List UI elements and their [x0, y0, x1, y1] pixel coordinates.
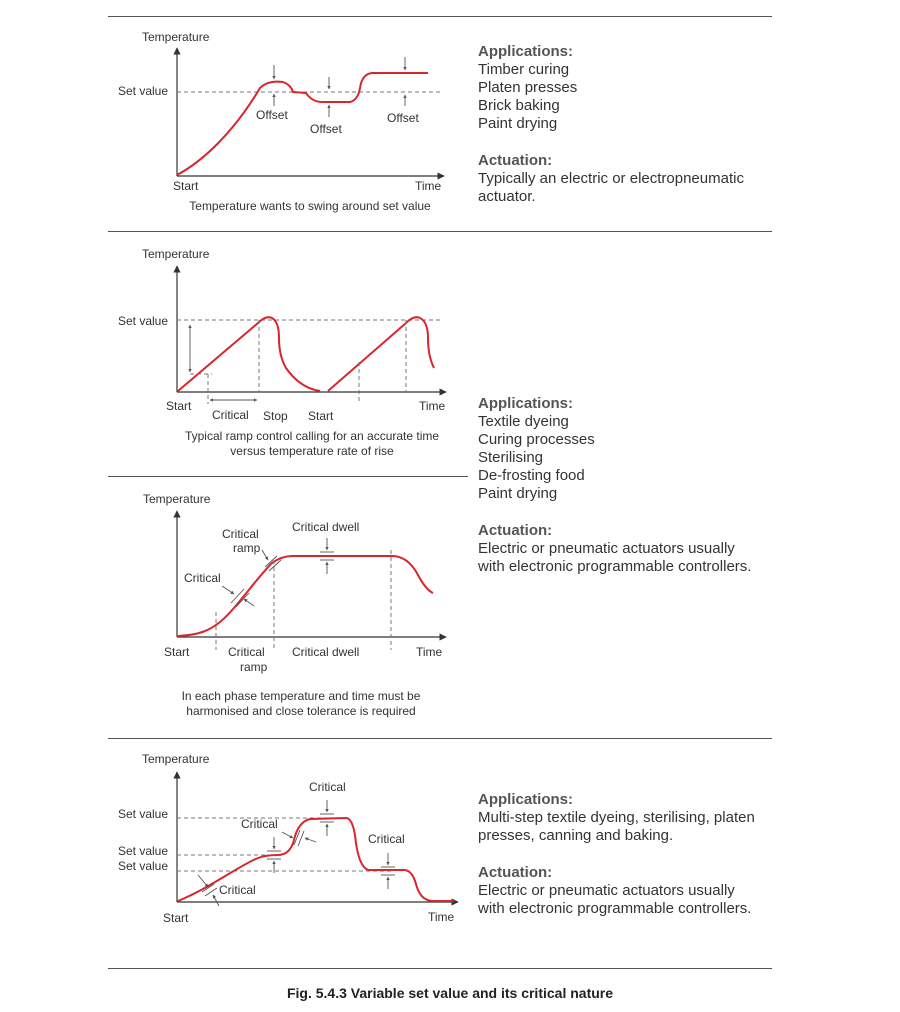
panel-2-start2-label: Start — [308, 409, 334, 423]
panel-1-actuation-line: Typically an electric or electropneumati… — [478, 170, 744, 187]
panel-1-sidebar: Applications: Timber curing Platen press… — [478, 43, 744, 206]
panel-2-set-value-label: Set value — [118, 314, 168, 328]
panel-1-set-value-label: Set value — [118, 84, 168, 98]
panel-3-ramp-tolerance-line-2 — [268, 559, 282, 572]
panel-4-critical-arrow-2-in — [281, 831, 294, 839]
panel-2-x-start-label: Start — [166, 399, 192, 413]
panel-3-caption-line-2: harmonised and close tolerance is requir… — [186, 704, 415, 718]
panel-1-temperature-curve — [176, 72, 428, 176]
panel-4-sidebar: Applications: Multi-step textile dyeing,… — [478, 791, 755, 918]
panel-3-critical-ramp-top-line-1: Critical — [222, 527, 259, 541]
panel-4-set-value-label-1: Set value — [118, 807, 168, 821]
panel-3-ramp-arrow — [261, 549, 269, 561]
panel-1-actuation-line: actuator. — [478, 188, 536, 205]
panel-3-critical-arrow-out — [243, 598, 255, 607]
panel-1-application-item: Brick baking — [478, 97, 560, 114]
panel-4-set-value-label-2: Set value — [118, 844, 168, 858]
panel-3-critical-arrow-in — [221, 585, 235, 595]
panel-4-critical-label-bottom: Critical — [219, 883, 256, 897]
panel-3-critical-ramp-bottom-line-2: ramp — [240, 660, 268, 674]
panel-4-tolerance-line-1 — [201, 883, 215, 893]
panel-3-tolerance-line-1 — [230, 588, 245, 604]
panel-4-actuation-line: with electronic programmable controllers… — [478, 900, 752, 917]
panel-1-actuation-heading: Actuation: — [478, 152, 553, 169]
panel-2-chart: Temperature Set value Start Critical Sto… — [118, 247, 447, 458]
panel-3-chart: Temperature Critical dwell Critical ramp… — [143, 492, 447, 718]
panel-1-y-axis-label: Temperature — [142, 30, 210, 44]
divider-bottom — [108, 968, 772, 969]
panel-2-caption-line-1: Typical ramp control calling for an accu… — [185, 429, 439, 443]
panel-4-critical-label-top: Critical — [309, 780, 346, 794]
panel-4-temperature-curve — [177, 816, 454, 902]
panel-1-offset-label-3: Offset — [387, 111, 419, 125]
panel-4-critical-arrow-1-in — [197, 874, 209, 888]
panel-4-set-value-label-3: Set value — [118, 859, 168, 873]
divider-3 — [108, 738, 772, 739]
panel-2-x-end-label: Time — [419, 399, 446, 413]
panel-1-applications-heading: Applications: — [478, 43, 574, 60]
divider-top — [108, 16, 772, 17]
panel-3-x-end-label: Time — [416, 645, 443, 659]
panel-4-critical-arrow-2-out — [304, 837, 317, 843]
middle-application-item: Sterilising — [478, 449, 544, 466]
panel-1-caption: Temperature wants to swing around set va… — [189, 199, 431, 213]
panel-2-caption-line-2: versus temperature rate of rise — [230, 444, 394, 458]
panel-3-critical-left: Critical — [184, 571, 221, 585]
panel-3-critical-dwell-bottom: Critical dwell — [292, 645, 359, 659]
panel-1-offset-label-2: Offset — [310, 122, 342, 136]
panel-2-y-axis-label: Temperature — [142, 247, 210, 261]
panel-4-critical-arrow-1-out — [212, 894, 220, 907]
panel-4-actuation-line: Electric or pneumatic actuators usually — [478, 882, 735, 899]
panel-2-stop-label: Stop — [263, 409, 288, 423]
middle-actuation-heading: Actuation: — [478, 522, 553, 539]
panel-2-critical-label: Critical — [212, 408, 249, 422]
panel-3-critical-ramp-bottom-line-1: Critical — [228, 645, 265, 659]
divider-2 — [108, 476, 468, 477]
panel-2-temperature-curve — [177, 316, 435, 392]
middle-applications-heading: Applications: — [478, 395, 574, 412]
panel-4-applications-line: Multi-step textile dyeing, sterilising, … — [478, 809, 755, 826]
panel-4-chart: Temperature Set value Set value Set valu… — [118, 752, 459, 925]
panel-1-application-item: Platen presses — [478, 79, 578, 96]
panel-3-ramp-tolerance-line-1 — [264, 555, 278, 568]
middle-sidebar: Applications: Textile dyeing Curing proc… — [478, 395, 751, 576]
panel-1-chart: Temperature Set value Offset Offset Offs… — [118, 30, 445, 213]
panel-1-application-item: Paint drying — [478, 115, 558, 132]
panel-4-critical-label-mid: Critical — [241, 817, 278, 831]
middle-application-item: De-frosting food — [478, 467, 585, 484]
panel-4-x-start-label: Start — [163, 911, 189, 925]
panel-1-x-end-label: Time — [415, 179, 442, 193]
middle-application-item: Textile dyeing — [478, 413, 569, 430]
panel-3-critical-ramp-top-line-2: ramp — [233, 541, 261, 555]
panel-4-applications-line: presses, canning and baking. — [478, 827, 674, 844]
panel-4-y-axis-label: Temperature — [142, 752, 210, 766]
panel-3-caption-line-1: In each phase temperature and time must … — [182, 689, 421, 703]
panel-4-applications-heading: Applications: — [478, 791, 574, 808]
panel-3-y-axis-label: Temperature — [143, 492, 211, 506]
panel-4-x-end-label: Time — [428, 910, 455, 924]
divider-1 — [108, 231, 772, 232]
panel-1-x-start-label: Start — [173, 179, 199, 193]
panel-1-offset-label-1: Offset — [256, 108, 288, 122]
middle-application-item: Curing processes — [478, 431, 595, 448]
panel-4-tolerance-line-2 — [204, 887, 218, 897]
panel-3-tolerance-line-2 — [235, 592, 250, 608]
panel-4-actuation-heading: Actuation: — [478, 864, 553, 881]
middle-actuation-line: with electronic programmable controllers… — [478, 558, 752, 575]
figure-caption: Fig. 5.4.3 Variable set value and its cr… — [286, 985, 614, 1001]
middle-application-item: Paint drying — [478, 485, 558, 502]
middle-actuation-line: Electric or pneumatic actuators usually — [478, 540, 735, 557]
panel-3-critical-dwell-top: Critical dwell — [292, 520, 359, 534]
panel-4-ramp2-tolerance-line-2 — [297, 830, 305, 847]
panel-3-x-start-label: Start — [164, 645, 190, 659]
panel-4-critical-label-right: Critical — [368, 832, 405, 846]
panel-4-ramp2-tolerance-line-1 — [293, 829, 301, 846]
panel-3-temperature-curve — [177, 555, 434, 637]
panel-1-application-item: Timber curing — [478, 61, 570, 78]
